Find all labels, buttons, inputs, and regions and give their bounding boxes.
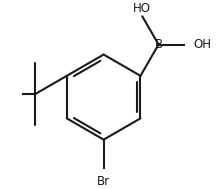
- Text: OH: OH: [194, 38, 212, 51]
- Text: B: B: [154, 38, 163, 51]
- Text: Br: Br: [97, 175, 110, 188]
- Text: HO: HO: [133, 2, 151, 15]
